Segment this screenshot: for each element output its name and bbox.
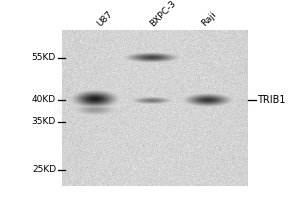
Text: BXPC-3: BXPC-3 [148,0,178,28]
Text: 25KD: 25KD [32,166,56,174]
Text: 55KD: 55KD [32,53,56,62]
Text: Raji: Raji [200,10,218,28]
Text: 40KD: 40KD [32,96,56,104]
Text: 35KD: 35KD [32,117,56,127]
Text: U87: U87 [95,9,114,28]
Text: TRIB1: TRIB1 [257,95,286,105]
